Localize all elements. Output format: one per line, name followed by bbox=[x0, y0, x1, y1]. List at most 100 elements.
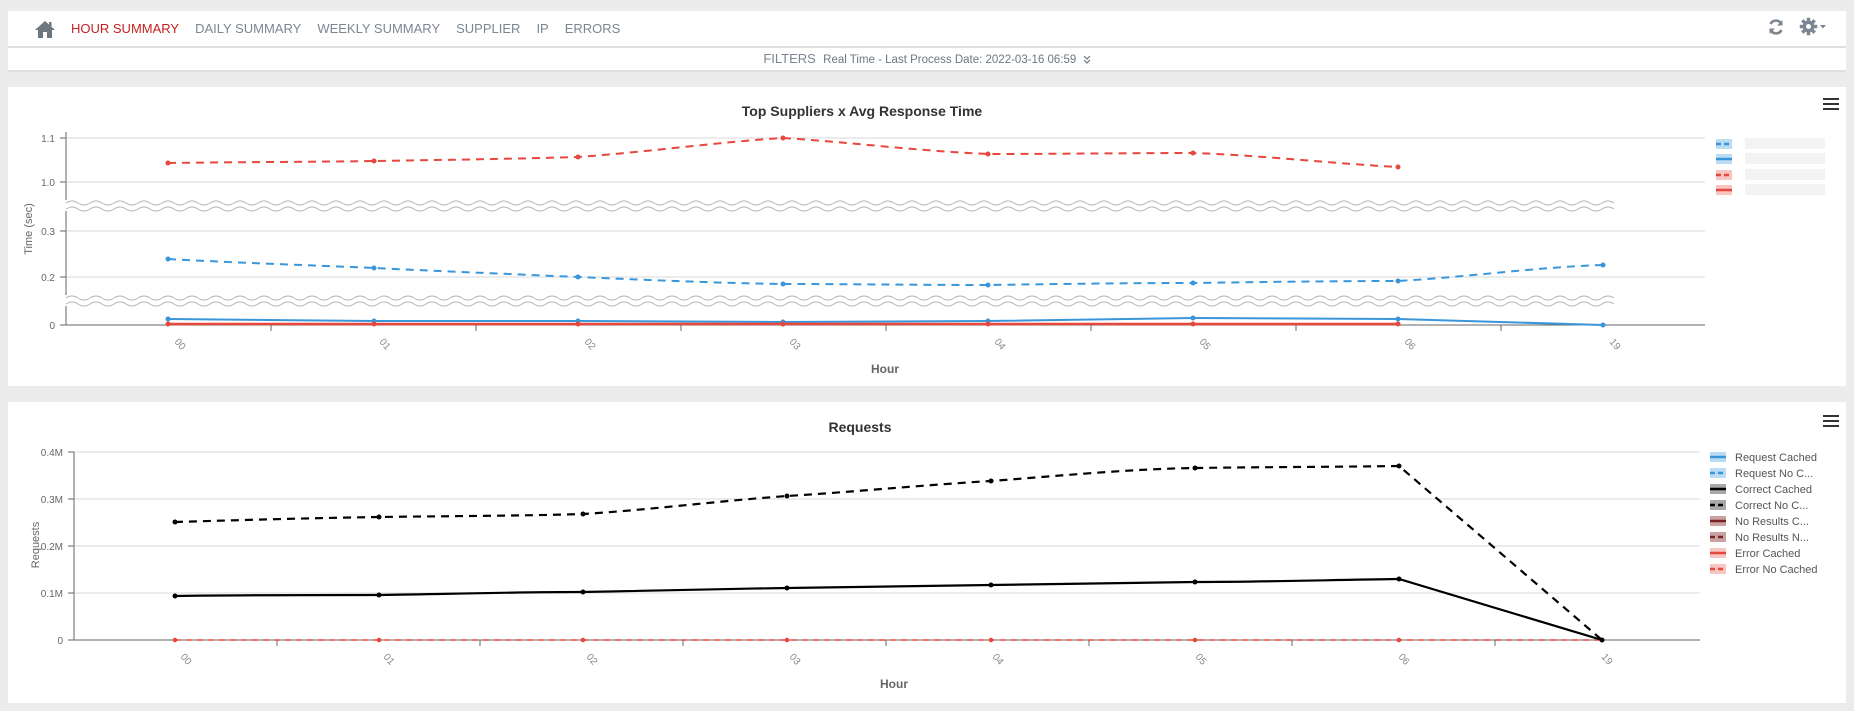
refresh-icon[interactable] bbox=[1767, 18, 1785, 36]
svg-text:01: 01 bbox=[377, 337, 393, 353]
chart-panel-requests: Requests 0.4M 0.3M 0. bbox=[8, 402, 1846, 703]
x-tick-labels: 00 01 02 03 04 05 06 19 bbox=[172, 337, 1623, 353]
svg-text:03: 03 bbox=[787, 337, 803, 353]
svg-text:Request Cached: Request Cached bbox=[1735, 452, 1817, 464]
y-axis-title: Time (sec) bbox=[23, 203, 35, 255]
nav-errors[interactable]: ERRORS bbox=[564, 21, 621, 36]
svg-text:0.2: 0.2 bbox=[41, 273, 55, 284]
legend-item-request-no-cached[interactable]: Request No C... bbox=[1710, 468, 1813, 480]
legend bbox=[1716, 138, 1825, 195]
svg-text:06: 06 bbox=[1402, 337, 1418, 353]
svg-text:1.0: 1.0 bbox=[41, 178, 55, 189]
series-blue-solid[interactable] bbox=[165, 315, 1606, 328]
gridlines bbox=[74, 451, 1700, 594]
svg-text:0.3: 0.3 bbox=[41, 227, 55, 238]
svg-text:Error No Cached: Error No Cached bbox=[1735, 564, 1818, 576]
legend-item-request-cached[interactable]: Request Cached bbox=[1710, 452, 1817, 464]
svg-text:No Results N...: No Results N... bbox=[1735, 532, 1809, 544]
legend-item-supplier-a-dashed[interactable] bbox=[1716, 138, 1825, 149]
x-axis bbox=[66, 324, 1705, 331]
y-tick-labels: 1.1 1.0 0.3 0.2 0 bbox=[41, 134, 55, 332]
legend-item-no-results-cached[interactable]: No Results C... bbox=[1710, 516, 1809, 528]
legend-item-error-cached[interactable]: Error Cached bbox=[1710, 548, 1800, 560]
settings-dropdown[interactable] bbox=[1799, 17, 1826, 36]
axis-break-marks bbox=[65, 200, 1615, 307]
gridlines bbox=[66, 137, 1705, 278]
nav-supplier[interactable]: SUPPLIER bbox=[456, 21, 521, 36]
legend-item-correct-cached[interactable]: Correct Cached bbox=[1710, 484, 1812, 496]
nav-weekly-summary[interactable]: WEEKLY SUMMARY bbox=[317, 21, 441, 36]
x-axis-title: Hour bbox=[871, 362, 899, 376]
filters-label: FILTERS bbox=[763, 51, 816, 66]
svg-text:0.1M: 0.1M bbox=[41, 589, 63, 600]
series-correct-cached[interactable] bbox=[172, 576, 1603, 642]
svg-text:0.3M: 0.3M bbox=[41, 495, 63, 506]
nav-hour-summary[interactable]: HOUR SUMMARY bbox=[71, 21, 180, 36]
hamburger-menu-icon[interactable] bbox=[1823, 415, 1839, 427]
legend-item-error-no-cached[interactable]: Error No Cached bbox=[1710, 564, 1818, 576]
svg-text:04: 04 bbox=[990, 652, 1006, 668]
filters-value: Real Time - Last Process Date: 2022-03-1… bbox=[823, 54, 1077, 66]
x-tick-labels: 00 01 02 03 04 05 06 19 bbox=[178, 652, 1615, 668]
nav-daily-summary[interactable]: DAILY SUMMARY bbox=[195, 21, 302, 36]
y-axis bbox=[60, 132, 67, 326]
chart-title: Top Suppliers x Avg Response Time bbox=[742, 103, 983, 119]
svg-text:06: 06 bbox=[1396, 652, 1412, 668]
nav-ip[interactable]: IP bbox=[536, 21, 549, 36]
redacted-label bbox=[1745, 153, 1825, 164]
double-chevron-down-icon[interactable] bbox=[1083, 55, 1091, 64]
svg-text:02: 02 bbox=[582, 337, 598, 353]
x-axis bbox=[74, 639, 1700, 646]
response-time-chart: Top Suppliers x Avg Response Time bbox=[23, 98, 1839, 376]
legend-item-no-results-no-cached[interactable]: No Results N... bbox=[1710, 532, 1809, 544]
series-correct-no-cached[interactable] bbox=[172, 463, 1605, 643]
series-blue-dashed[interactable] bbox=[165, 256, 1606, 288]
y-tick-labels: 0.4M 0.3M 0.2M 0.1M 0 bbox=[41, 448, 64, 647]
legend: Request Cached Request No C... Correct C… bbox=[1710, 452, 1818, 576]
svg-text:03: 03 bbox=[787, 652, 803, 668]
gear-icon bbox=[1799, 17, 1818, 36]
svg-text:00: 00 bbox=[178, 652, 194, 668]
svg-text:04: 04 bbox=[992, 337, 1008, 353]
series-red-dashed[interactable] bbox=[165, 135, 1401, 170]
svg-text:1.1: 1.1 bbox=[41, 134, 55, 145]
legend-item-correct-no-cached[interactable]: Correct No C... bbox=[1710, 500, 1808, 512]
svg-text:Request No C...: Request No C... bbox=[1735, 468, 1813, 480]
svg-text:02: 02 bbox=[584, 652, 600, 668]
svg-text:00: 00 bbox=[172, 337, 188, 353]
svg-text:Error Cached: Error Cached bbox=[1735, 548, 1800, 560]
y-axis bbox=[68, 451, 75, 641]
svg-text:0: 0 bbox=[57, 636, 63, 647]
series-error-no-cached[interactable] bbox=[172, 637, 1602, 643]
svg-text:19: 19 bbox=[1599, 652, 1615, 668]
svg-text:Correct No C...: Correct No C... bbox=[1735, 500, 1808, 512]
legend-item-supplier-b-solid[interactable] bbox=[1716, 184, 1825, 195]
y-axis-title: Requests bbox=[30, 521, 42, 568]
legend-item-supplier-b-dashed[interactable] bbox=[1716, 169, 1825, 180]
chart-panel-response-time: Top Suppliers x Avg Response Time bbox=[8, 87, 1846, 386]
caret-down-icon bbox=[1820, 24, 1826, 28]
svg-text:0: 0 bbox=[49, 321, 55, 332]
hamburger-menu-icon[interactable] bbox=[1823, 98, 1839, 110]
svg-text:No Results C...: No Results C... bbox=[1735, 516, 1809, 528]
toolbar-right bbox=[1767, 17, 1826, 36]
x-axis-title: Hour bbox=[880, 677, 908, 691]
redacted-label bbox=[1745, 184, 1825, 195]
svg-text:0.4M: 0.4M bbox=[41, 448, 63, 459]
redacted-label bbox=[1745, 169, 1825, 180]
svg-text:05: 05 bbox=[1193, 652, 1209, 668]
requests-chart: Requests 0.4M 0.3M 0. bbox=[30, 415, 1839, 691]
home-icon[interactable] bbox=[34, 19, 56, 39]
svg-text:05: 05 bbox=[1197, 337, 1213, 353]
chart-title: Requests bbox=[828, 419, 891, 435]
top-nav-bar: HOUR SUMMARY DAILY SUMMARY WEEKLY SUMMAR… bbox=[8, 11, 1846, 48]
svg-text:01: 01 bbox=[381, 652, 397, 668]
series-red-solid[interactable] bbox=[165, 321, 1401, 327]
legend-item-supplier-a-solid[interactable] bbox=[1716, 153, 1825, 164]
svg-text:Correct Cached: Correct Cached bbox=[1735, 484, 1812, 496]
svg-text:19: 19 bbox=[1607, 337, 1623, 353]
svg-text:0.2M: 0.2M bbox=[41, 542, 63, 553]
filter-bar[interactable]: FILTERS Real Time - Last Process Date: 2… bbox=[8, 48, 1846, 72]
redacted-label bbox=[1745, 138, 1825, 149]
main-nav: HOUR SUMMARY DAILY SUMMARY WEEKLY SUMMAR… bbox=[34, 11, 636, 46]
